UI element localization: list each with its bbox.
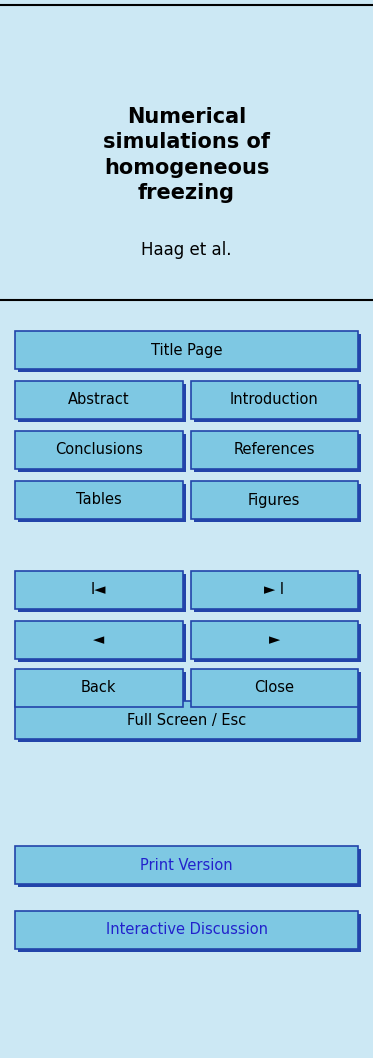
FancyBboxPatch shape (18, 334, 361, 372)
Text: Back: Back (81, 680, 116, 695)
Text: Numerical
simulations of
homogeneous
freezing: Numerical simulations of homogeneous fre… (103, 107, 270, 203)
Text: Conclusions: Conclusions (55, 442, 143, 457)
Text: Interactive Discussion: Interactive Discussion (106, 923, 267, 937)
FancyBboxPatch shape (18, 672, 185, 710)
FancyBboxPatch shape (15, 571, 182, 609)
FancyBboxPatch shape (194, 624, 361, 662)
Text: Tables: Tables (76, 493, 122, 508)
FancyBboxPatch shape (15, 431, 182, 469)
Text: ► I: ► I (264, 583, 284, 598)
FancyBboxPatch shape (194, 434, 361, 472)
FancyBboxPatch shape (15, 621, 182, 659)
FancyBboxPatch shape (18, 574, 185, 612)
FancyBboxPatch shape (191, 381, 358, 419)
FancyBboxPatch shape (191, 431, 358, 469)
FancyBboxPatch shape (15, 381, 182, 419)
FancyBboxPatch shape (191, 621, 358, 659)
Text: Close: Close (254, 680, 294, 695)
Text: ◄: ◄ (93, 633, 104, 647)
FancyBboxPatch shape (194, 384, 361, 422)
FancyBboxPatch shape (18, 624, 185, 662)
Text: ►: ► (269, 633, 280, 647)
FancyBboxPatch shape (18, 384, 185, 422)
FancyBboxPatch shape (15, 701, 358, 738)
FancyBboxPatch shape (191, 571, 358, 609)
FancyBboxPatch shape (18, 914, 361, 952)
FancyBboxPatch shape (15, 911, 358, 949)
FancyBboxPatch shape (191, 669, 358, 707)
Text: References: References (233, 442, 315, 457)
Text: Introduction: Introduction (230, 393, 319, 407)
FancyBboxPatch shape (15, 669, 182, 707)
Text: I◄: I◄ (91, 583, 107, 598)
FancyBboxPatch shape (194, 574, 361, 612)
Text: Title Page: Title Page (151, 343, 222, 358)
FancyBboxPatch shape (15, 331, 358, 369)
FancyBboxPatch shape (18, 484, 185, 522)
FancyBboxPatch shape (194, 484, 361, 522)
FancyBboxPatch shape (194, 672, 361, 710)
FancyBboxPatch shape (18, 434, 185, 472)
FancyBboxPatch shape (18, 704, 361, 742)
Text: Figures: Figures (248, 493, 300, 508)
FancyBboxPatch shape (15, 846, 358, 884)
Text: Abstract: Abstract (68, 393, 129, 407)
FancyBboxPatch shape (15, 481, 182, 519)
Text: Haag et al.: Haag et al. (141, 241, 232, 259)
FancyBboxPatch shape (18, 849, 361, 887)
FancyBboxPatch shape (191, 481, 358, 519)
Text: Print Version: Print Version (140, 857, 233, 873)
Text: Full Screen / Esc: Full Screen / Esc (127, 712, 246, 728)
